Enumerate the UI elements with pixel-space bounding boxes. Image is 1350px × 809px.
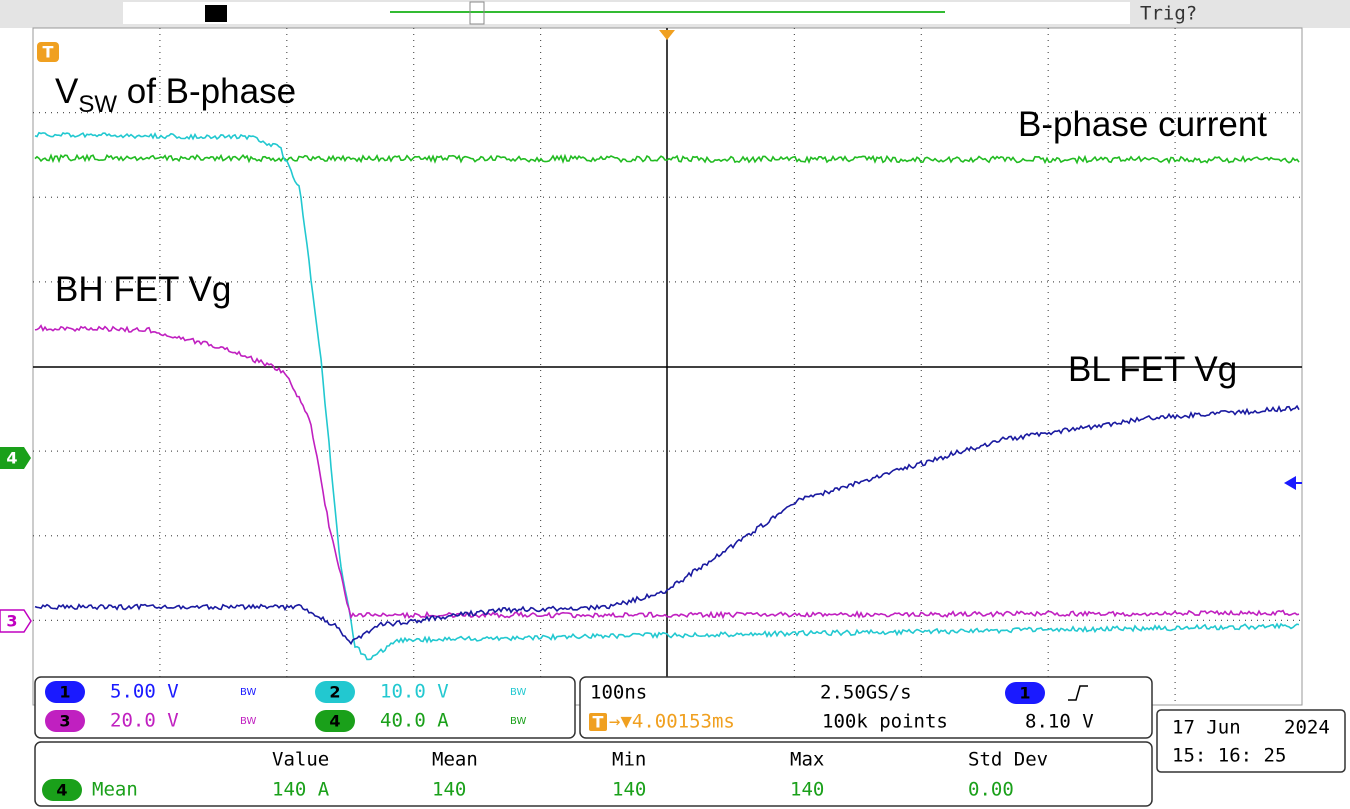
- measurement-header: Mean: [432, 749, 478, 771]
- channel-id: 3: [59, 712, 70, 731]
- annotation-bl: BL FET Vg: [1068, 350, 1237, 389]
- date: 17 Jun: [1172, 717, 1241, 739]
- channel-scale: 40.0 A: [380, 710, 449, 732]
- annotation-vsw-sub: SW: [78, 91, 117, 118]
- trigger-position-marker: [659, 30, 675, 40]
- measurement-header: Min: [612, 749, 646, 771]
- annotation-vsw-rest: of B-phase: [117, 72, 296, 111]
- trigger-source: 1: [1019, 684, 1030, 703]
- waveform: [34, 153, 1300, 165]
- sample-rate: 2.50GS/s: [820, 682, 912, 704]
- waveform: [34, 131, 1300, 661]
- channel-scale: 10.0 V: [380, 681, 449, 703]
- measurement-name: Mean: [92, 779, 138, 801]
- time: 15: 16: 25: [1172, 745, 1286, 767]
- channel-id: 4: [329, 712, 340, 731]
- trigger-level: 8.10 V: [1025, 711, 1094, 733]
- trigger-status: Trig?: [1140, 3, 1197, 25]
- trigger-edge-icon: [1068, 685, 1088, 701]
- year: 2024: [1284, 717, 1330, 739]
- measurement-cell: 0.00: [968, 779, 1014, 801]
- measurement-table: Value Mean Min Max Std Dev 4 Mean 140 A 140 140 14…: [42, 749, 1048, 801]
- channel-badge: [45, 681, 85, 703]
- trigger-badge: [37, 42, 59, 62]
- channel-id: 1: [59, 683, 70, 702]
- waveform: [34, 324, 1300, 620]
- channel-badge: [315, 681, 355, 703]
- channel-id: 2: [329, 683, 340, 702]
- ch4-marker: [0, 447, 31, 469]
- measurement-source: 4: [56, 781, 67, 800]
- trigger-position: →▼4.00153ms: [609, 711, 735, 733]
- record-bracket: [469, 1, 485, 25]
- ch3-marker: [0, 609, 32, 633]
- ch3-marker-text: 3: [6, 612, 17, 631]
- trigger-badge-text: T: [43, 43, 54, 62]
- measurement-source-badge: [42, 779, 82, 801]
- channel-panel: [34, 676, 576, 739]
- measurement-header: Value: [272, 749, 329, 771]
- measurement-cell: 140: [432, 779, 466, 801]
- channel-bw: BW: [240, 716, 257, 727]
- channel-readouts: 1 5.00 V BW 2 10.0 V BW 3 20.0 V BW 4 40.0 A BW: [45, 681, 527, 732]
- annotation-vsw-main: V: [55, 72, 79, 111]
- annotation-vsw: VSW of B-phase: [55, 72, 296, 118]
- trigger-pos-icon: [589, 713, 607, 731]
- record-length: 100k points: [822, 711, 948, 733]
- measurement-header: Max: [790, 749, 824, 771]
- trigger-pos-icon-text: T: [593, 713, 604, 732]
- waveform: [34, 404, 1300, 646]
- channel-scale: 20.0 V: [110, 710, 179, 732]
- annotation-bh: BH FET Vg: [55, 270, 231, 309]
- datetime-panel: [1156, 709, 1346, 773]
- measurement-cell: 140 A: [272, 779, 330, 801]
- channel-bw: BW: [510, 716, 527, 727]
- channel-badge: [45, 710, 85, 732]
- annotation-current: B-phase current: [1018, 105, 1267, 144]
- ch4-marker-text: 4: [6, 449, 17, 468]
- measurement-panel: [34, 741, 1153, 807]
- channel-scale: 5.00 V: [110, 681, 179, 703]
- channel-bw: BW: [240, 687, 257, 698]
- trigger-source-badge: [1005, 682, 1045, 704]
- measurement-cell: 140: [790, 779, 824, 801]
- channel-bw: BW: [510, 687, 527, 698]
- measurement-cell: 140: [612, 779, 646, 801]
- waveforms: [34, 131, 1300, 661]
- record-start: [205, 5, 227, 22]
- measurement-header: Std Dev: [968, 749, 1048, 771]
- horizontal-scale: 100ns: [590, 682, 647, 704]
- graticule: [33, 28, 1302, 705]
- channel-badge: [315, 710, 355, 732]
